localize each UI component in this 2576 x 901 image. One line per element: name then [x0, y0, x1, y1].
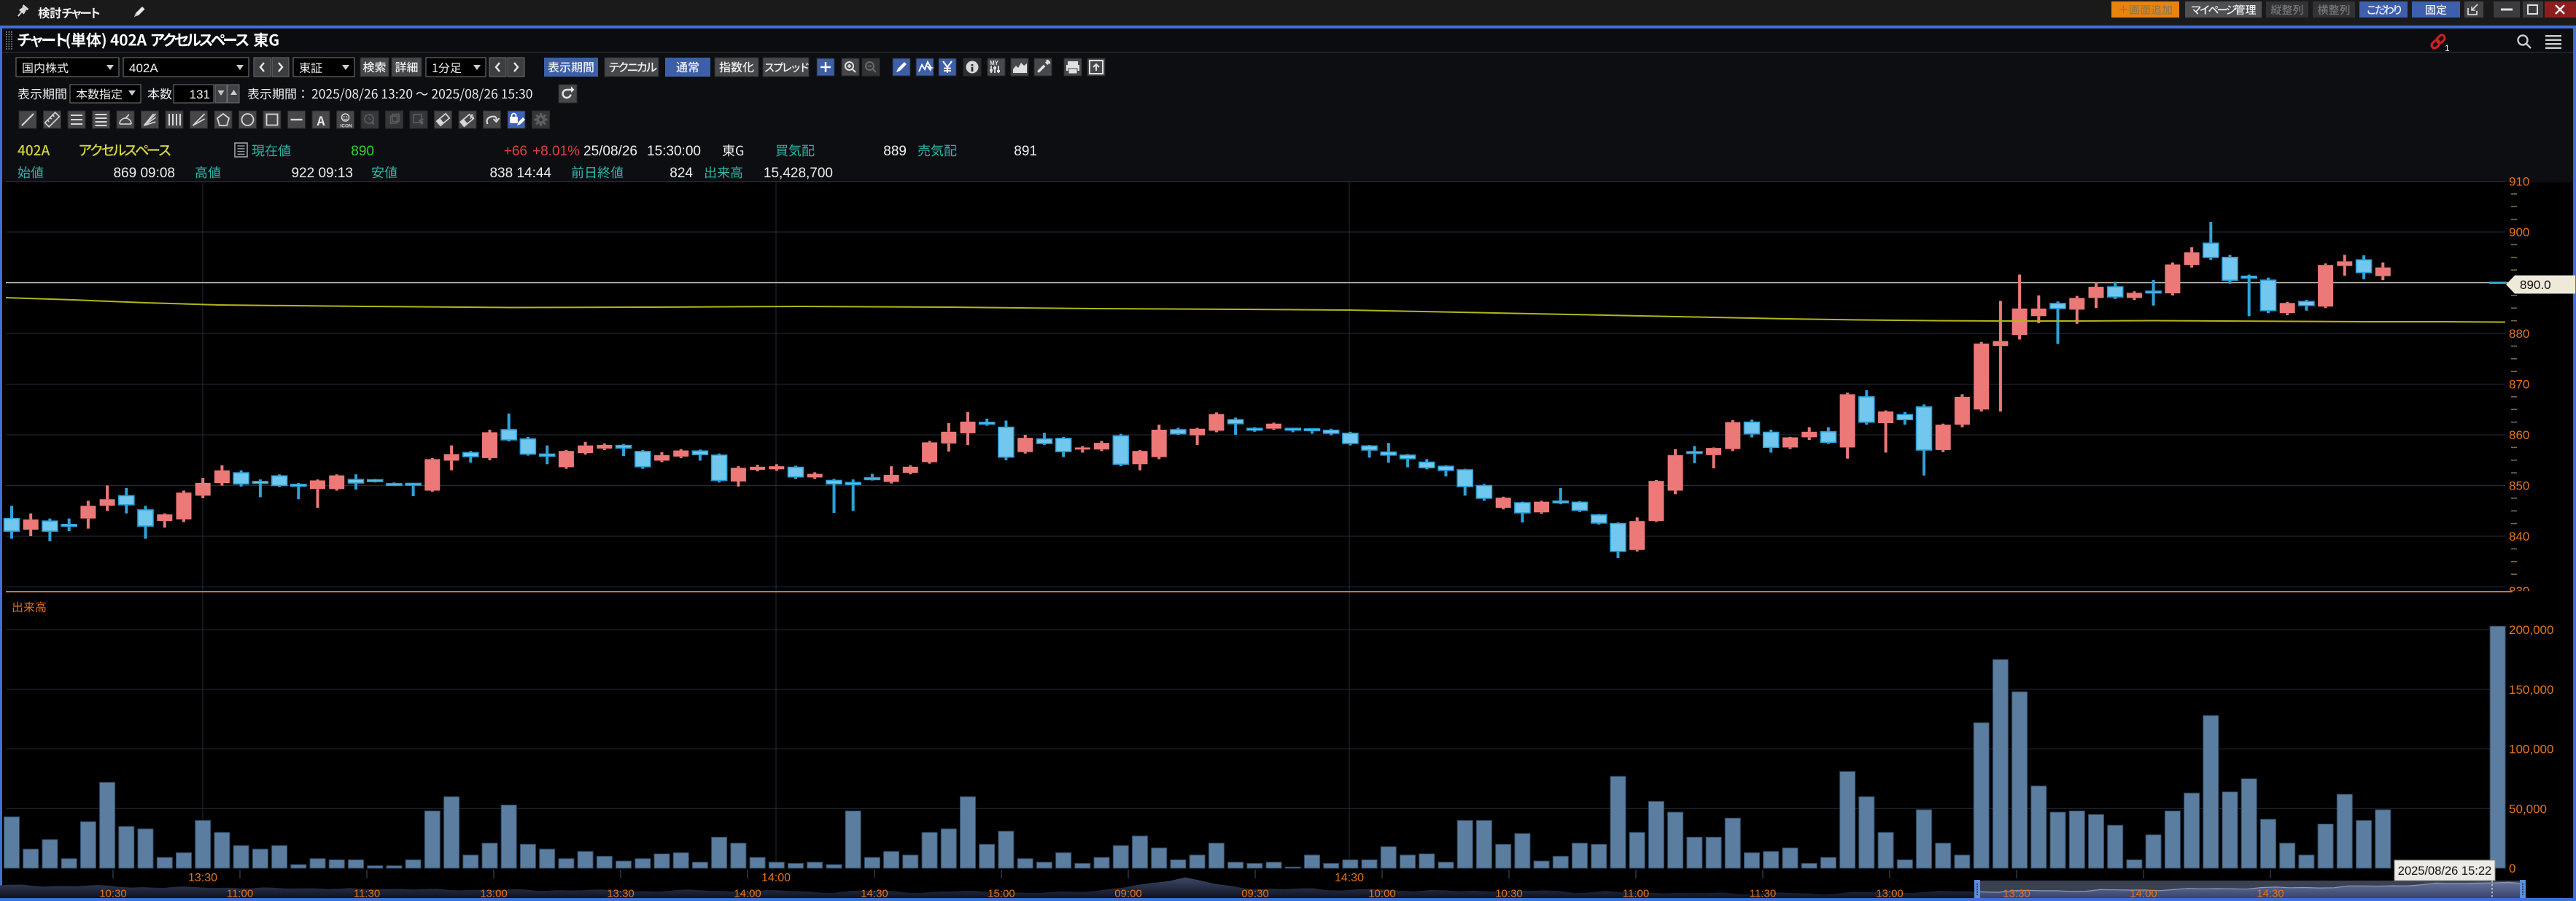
svg-text:11:00: 11:00: [227, 888, 253, 900]
svg-text:13:30: 13:30: [2003, 888, 2030, 900]
svg-text:850: 850: [2509, 479, 2529, 493]
svg-text:200,000: 200,000: [2509, 623, 2553, 637]
svg-text:13:00: 13:00: [480, 888, 508, 900]
svg-text:860: 860: [2509, 428, 2529, 442]
svg-text:11:30: 11:30: [354, 888, 380, 900]
svg-text:0: 0: [2509, 862, 2515, 875]
svg-text:2025/08/26 15:22: 2025/08/26 15:22: [2398, 865, 2491, 878]
svg-text:889: 889: [883, 144, 907, 159]
svg-text:890: 890: [351, 144, 374, 159]
svg-text:100,000: 100,000: [2509, 743, 2553, 757]
svg-text:869 09:08: 869 09:08: [113, 166, 175, 181]
svg-text:09:00: 09:00: [1114, 888, 1142, 900]
svg-text:14:00: 14:00: [2130, 888, 2157, 900]
svg-text:10:00: 10:00: [1368, 888, 1396, 900]
svg-text:13:00: 13:00: [1876, 888, 1904, 900]
svg-text:09:30: 09:30: [1241, 888, 1269, 900]
svg-text:838 14:44: 838 14:44: [489, 166, 551, 181]
svg-text:922 09:13: 922 09:13: [291, 166, 353, 181]
svg-text:MY: MY: [990, 60, 999, 66]
svg-text:840: 840: [2509, 530, 2529, 544]
svg-text:10:30: 10:30: [99, 888, 127, 900]
svg-text:830: 830: [2509, 584, 2529, 598]
svg-text:1: 1: [2445, 43, 2450, 53]
svg-text:14:30: 14:30: [2257, 888, 2284, 900]
svg-text:891: 891: [1014, 144, 1037, 159]
svg-text:890.0: 890.0: [2520, 278, 2551, 292]
svg-text:150,000: 150,000: [2509, 683, 2553, 697]
svg-text:11:00: 11:00: [1623, 888, 1649, 900]
svg-text:15,428,700: 15,428,700: [764, 166, 833, 181]
svg-text:910: 910: [2509, 175, 2529, 189]
svg-text:A: A: [470, 113, 475, 120]
svg-text:+8.01%: +8.01%: [532, 144, 580, 159]
svg-text:14:30: 14:30: [861, 888, 888, 900]
svg-text:13:30: 13:30: [188, 872, 217, 884]
svg-text:14:00: 14:00: [734, 888, 761, 900]
svg-text:+66: +66: [504, 144, 527, 159]
svg-text:14:30: 14:30: [1335, 872, 1364, 884]
svg-text:ICON: ICON: [341, 124, 353, 129]
svg-text:10:30: 10:30: [1495, 888, 1523, 900]
svg-text:13:30: 13:30: [607, 888, 635, 900]
svg-text:880: 880: [2509, 327, 2529, 341]
svg-text:11:30: 11:30: [1750, 888, 1776, 900]
svg-text:15:00: 15:00: [988, 888, 1015, 900]
svg-text:402A: 402A: [129, 61, 158, 75]
svg-text:14:00: 14:00: [761, 872, 791, 884]
svg-text:25/08/26: 25/08/26: [583, 144, 637, 159]
svg-text:870: 870: [2509, 378, 2529, 392]
svg-text:50,000: 50,000: [2509, 802, 2547, 816]
svg-text:900: 900: [2509, 225, 2529, 239]
svg-text:824: 824: [670, 166, 693, 181]
svg-text:15:30:00: 15:30:00: [647, 144, 701, 159]
svg-text:131: 131: [190, 88, 210, 101]
